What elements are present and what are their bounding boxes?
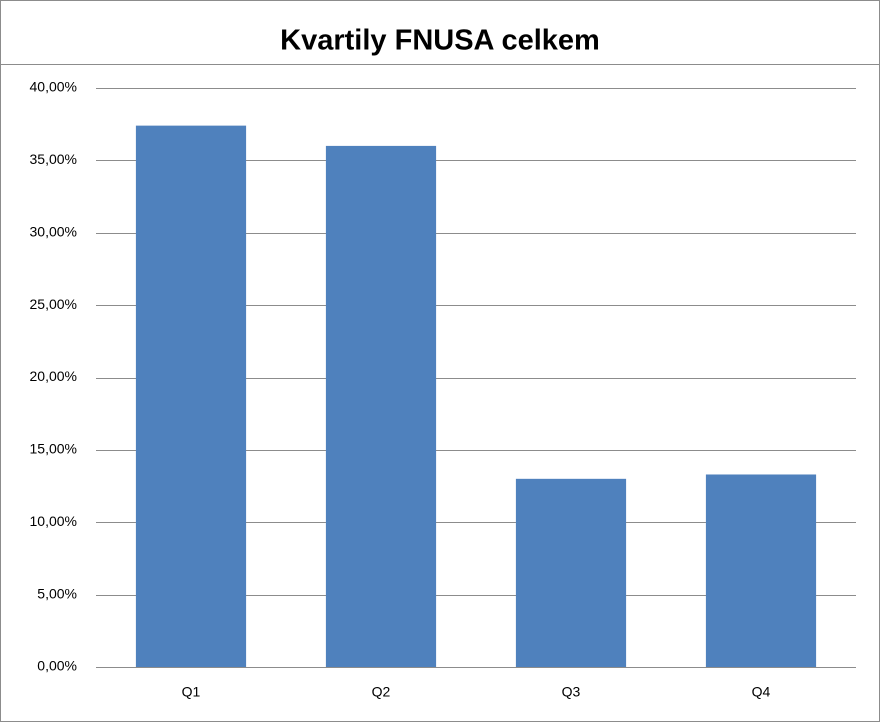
- x-tick-label: Q4: [752, 684, 771, 700]
- bar: [705, 474, 817, 667]
- y-tick-label: 40,00%: [30, 79, 77, 95]
- bar: [515, 478, 627, 667]
- y-tick-label: 0,00%: [37, 658, 77, 674]
- y-tick-label: 25,00%: [30, 296, 77, 312]
- x-tick-label: Q1: [182, 684, 201, 700]
- y-tick-label: 20,00%: [30, 368, 77, 384]
- x-tick-label: Q3: [562, 684, 581, 700]
- y-tick-label: 15,00%: [30, 441, 77, 457]
- x-tick-label: Q2: [372, 684, 391, 700]
- y-tick-label: 35,00%: [30, 151, 77, 167]
- y-tick-label: 10,00%: [30, 513, 77, 529]
- y-tick-label: 5,00%: [37, 585, 77, 601]
- bar: [135, 125, 247, 667]
- bar: [325, 145, 437, 667]
- y-tick-label: 30,00%: [30, 223, 77, 239]
- chart-title: Kvartily FNUSA celkem: [280, 25, 600, 57]
